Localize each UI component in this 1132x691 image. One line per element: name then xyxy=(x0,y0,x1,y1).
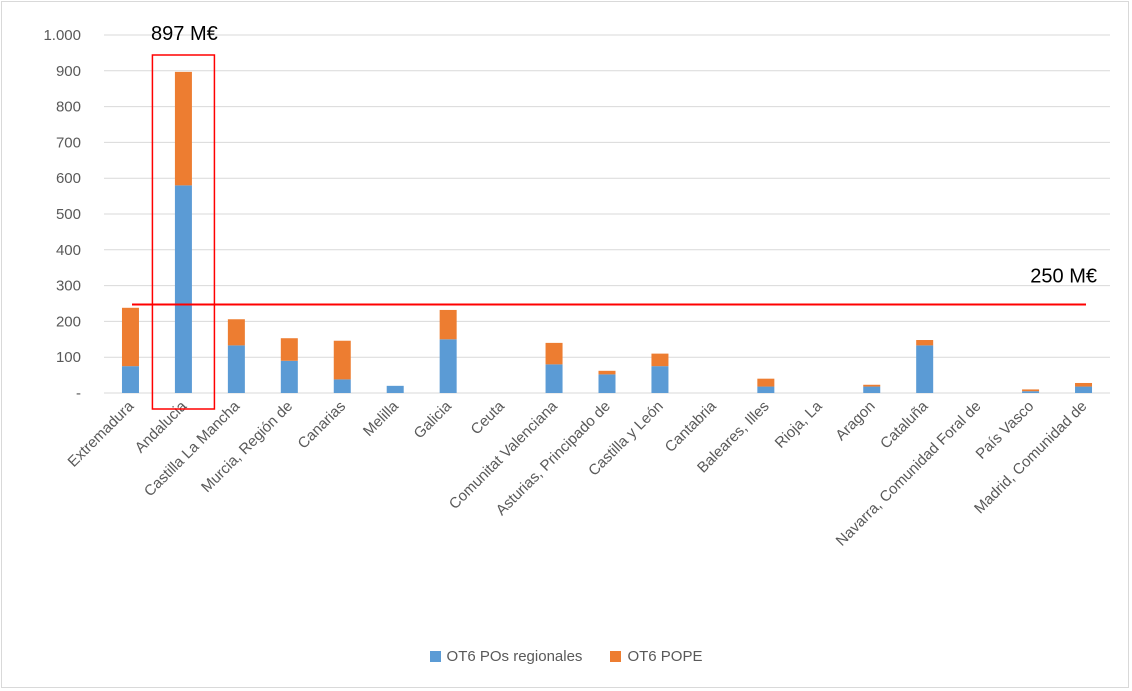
y-tick-label: 900 xyxy=(56,63,81,80)
bar-segment xyxy=(545,364,563,393)
bar-segment xyxy=(227,319,245,346)
bar-segment xyxy=(1075,382,1093,387)
bar-segment xyxy=(598,374,616,393)
bar-segment xyxy=(757,378,775,387)
bar-segment xyxy=(863,386,881,393)
y-tick-label: 200 xyxy=(56,313,81,330)
x-tick-label: Melilla xyxy=(360,397,403,440)
legend-item: OT6 POs regionales xyxy=(429,648,583,665)
bar-segment xyxy=(227,345,245,393)
bar-segment xyxy=(651,353,669,367)
x-tick-label: Rioja, La xyxy=(772,397,826,451)
bar-segment xyxy=(1075,386,1093,393)
y-tick-label: 700 xyxy=(56,134,81,151)
bar-segment xyxy=(174,71,192,186)
bar-segment xyxy=(1022,391,1040,393)
bar-segment xyxy=(174,185,192,393)
bar-segment xyxy=(863,384,881,387)
x-tick-label: Cataluña xyxy=(877,397,932,452)
bar-segment xyxy=(439,309,457,340)
gridlines xyxy=(104,34,1110,394)
y-tick-label: 300 xyxy=(56,278,81,295)
y-tick-label: 600 xyxy=(56,170,81,187)
legend-item: OT6 POPE xyxy=(610,648,702,665)
bar-segment xyxy=(598,370,616,375)
bar-segment xyxy=(121,307,139,367)
x-tick-label: Extremadura xyxy=(65,397,138,470)
bar-segment xyxy=(757,386,775,393)
legend-label: OT6 POPE xyxy=(627,648,703,665)
x-tick-label: Murcia, Región de xyxy=(198,398,296,496)
reference-line-label: 250 M€ xyxy=(1030,266,1097,288)
x-tick-label: Ceuta xyxy=(468,397,509,438)
legend-swatch xyxy=(429,651,441,662)
y-axis-ticks: - 100 200 300 400 500 600 700 800 900 1.000 xyxy=(43,27,81,402)
bar-segment xyxy=(121,366,139,393)
bar-segment xyxy=(651,366,669,393)
y-tick-label: 1.000 xyxy=(43,27,81,44)
highlight-box xyxy=(151,54,216,410)
bars xyxy=(121,71,1093,393)
annotations: 250 M€ 897 M€ xyxy=(132,23,1097,410)
bar-segment xyxy=(333,340,351,380)
x-tick-label: Canarias xyxy=(295,398,349,452)
y-tick-label: 100 xyxy=(56,349,81,366)
x-tick-label: Galicia xyxy=(411,397,456,442)
legend-swatch xyxy=(610,651,622,662)
y-tick-label: - xyxy=(76,385,81,402)
bar-segment xyxy=(916,345,934,393)
legend: OT6 POs regionales OT6 POPE xyxy=(0,648,1132,665)
x-tick-label: Aragon xyxy=(832,398,878,444)
y-tick-label: 400 xyxy=(56,242,81,259)
bar-segment xyxy=(280,360,298,393)
legend-label: OT6 POs regionales xyxy=(446,648,583,665)
x-tick-label: Castilla La Mancha xyxy=(141,397,244,500)
bar-segment xyxy=(333,379,351,393)
highlight-label: 897 M€ xyxy=(151,23,218,45)
bar-segment xyxy=(439,339,457,393)
bar-segment xyxy=(545,342,563,365)
bar-segment xyxy=(280,338,298,361)
bar-segment xyxy=(916,340,934,346)
bar-segment xyxy=(1022,389,1040,392)
y-tick-label: 800 xyxy=(56,99,81,116)
y-tick-label: 500 xyxy=(56,206,81,223)
bar-segment xyxy=(386,385,404,393)
